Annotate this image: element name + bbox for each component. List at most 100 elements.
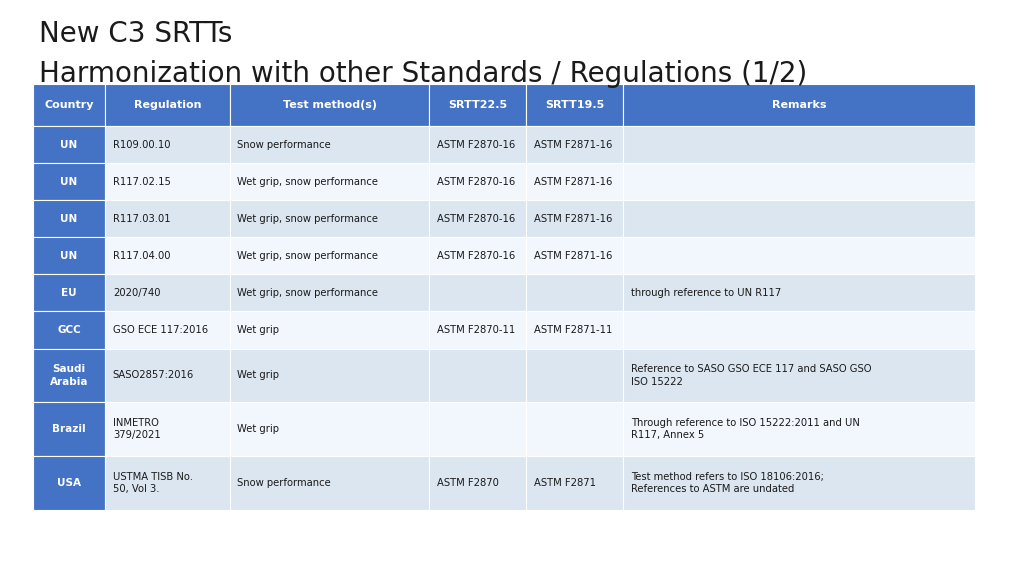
Text: ASTM F2871: ASTM F2871 [534,478,596,488]
Bar [429,348,526,402]
Text: 2020/740: 2020/740 [113,288,161,298]
Text: Wet grip: Wet grip [238,325,280,335]
Bar [229,163,429,200]
Text: Wet grip, snow performance: Wet grip, snow performance [238,214,378,224]
Text: Snow performance: Snow performance [238,478,331,488]
Bar [105,84,229,126]
Text: Remarks: Remarks [772,100,826,110]
Text: ASTM F2870-11: ASTM F2870-11 [437,325,515,335]
Text: Snow performance: Snow performance [238,139,331,150]
Bar [624,402,975,456]
Bar [105,456,229,510]
Bar [429,237,526,274]
Text: Wet grip: Wet grip [238,370,280,380]
Bar [229,200,429,237]
Bar [526,200,624,237]
Bar [105,274,229,312]
Text: Country: Country [44,100,94,110]
Text: R117.02.15: R117.02.15 [113,177,171,187]
Bar [33,163,105,200]
Bar [33,312,105,348]
Text: ASTM F2870: ASTM F2870 [437,478,499,488]
Bar [105,402,229,456]
Text: Regulation: Regulation [134,100,202,110]
Bar [429,274,526,312]
Bar [624,126,975,163]
Text: UN: UN [60,214,78,224]
Bar [33,84,105,126]
Bar [526,312,624,348]
Text: Wet grip: Wet grip [238,424,280,434]
Bar [33,274,105,312]
Text: R117.03.01: R117.03.01 [113,214,170,224]
Bar [429,200,526,237]
Bar [229,348,429,402]
Text: ASTM F2871-16: ASTM F2871-16 [534,139,612,150]
Bar [33,402,105,456]
Bar [33,348,105,402]
Bar [33,456,105,510]
Bar [105,312,229,348]
Bar [429,456,526,510]
Bar [526,274,624,312]
Bar [526,348,624,402]
Bar [624,200,975,237]
Bar [526,402,624,456]
Bar [429,163,526,200]
Bar [526,84,624,126]
Text: SASO2857:2016: SASO2857:2016 [113,370,195,380]
Bar [624,237,975,274]
Text: Through reference to ISO 15222:2011 and UN
R117, Annex 5: Through reference to ISO 15222:2011 and … [631,418,860,440]
Bar [229,402,429,456]
Bar [33,200,105,237]
Bar [105,200,229,237]
Text: EU: EU [61,288,77,298]
Bar [33,237,105,274]
Text: SRTT19.5: SRTT19.5 [546,100,604,110]
Text: USTMA TISB No.
50, Vol 3.: USTMA TISB No. 50, Vol 3. [113,472,193,494]
Bar [624,84,975,126]
Text: Test method(s): Test method(s) [283,100,377,110]
Text: SRTT22.5: SRTT22.5 [449,100,508,110]
Text: INMETRO
379/2021: INMETRO 379/2021 [113,418,161,440]
Text: through reference to UN R117: through reference to UN R117 [631,288,781,298]
Bar [229,126,429,163]
Text: Wet grip, snow performance: Wet grip, snow performance [238,177,378,187]
Text: ASTM F2870-16: ASTM F2870-16 [437,139,515,150]
Text: UN: UN [60,177,78,187]
Bar [526,237,624,274]
Text: Reference to SASO GSO ECE 117 and SASO GSO
ISO 15222: Reference to SASO GSO ECE 117 and SASO G… [631,364,871,386]
Bar [429,402,526,456]
Text: ASTM F2870-16: ASTM F2870-16 [437,251,515,261]
Bar [526,126,624,163]
Bar [229,84,429,126]
Bar [229,237,429,274]
Text: R109.00.10: R109.00.10 [113,139,170,150]
Bar [229,456,429,510]
Bar [429,312,526,348]
Text: Test method refers to ISO 18106:2016;
References to ASTM are undated: Test method refers to ISO 18106:2016; Re… [631,472,824,494]
Text: UN: UN [60,139,78,150]
Text: ASTM F2870-16: ASTM F2870-16 [437,177,515,187]
Text: GCC: GCC [57,325,81,335]
Bar [105,163,229,200]
Text: 18: 18 [991,505,1008,515]
Bar [429,84,526,126]
Text: R117.04.00: R117.04.00 [113,251,170,261]
Bar [624,348,975,402]
Bar [526,163,624,200]
Bar [33,126,105,163]
Text: Saudi
Arabia: Saudi Arabia [50,364,88,386]
Text: ASTM F2871-11: ASTM F2871-11 [534,325,612,335]
Text: Harmonization with other Standards / Regulations (1/2): Harmonization with other Standards / Reg… [39,60,807,89]
Bar [105,348,229,402]
Bar [229,274,429,312]
Bar [624,456,975,510]
Bar [429,126,526,163]
Text: GSO ECE 117:2016: GSO ECE 117:2016 [113,325,208,335]
Text: UN: UN [60,251,78,261]
Text: May contain confidential and/or proprietary information. May not be copied or di: May contain confidential and/or propriet… [185,556,790,564]
Text: Brazil: Brazil [52,424,86,434]
Bar [624,312,975,348]
Bar [105,126,229,163]
